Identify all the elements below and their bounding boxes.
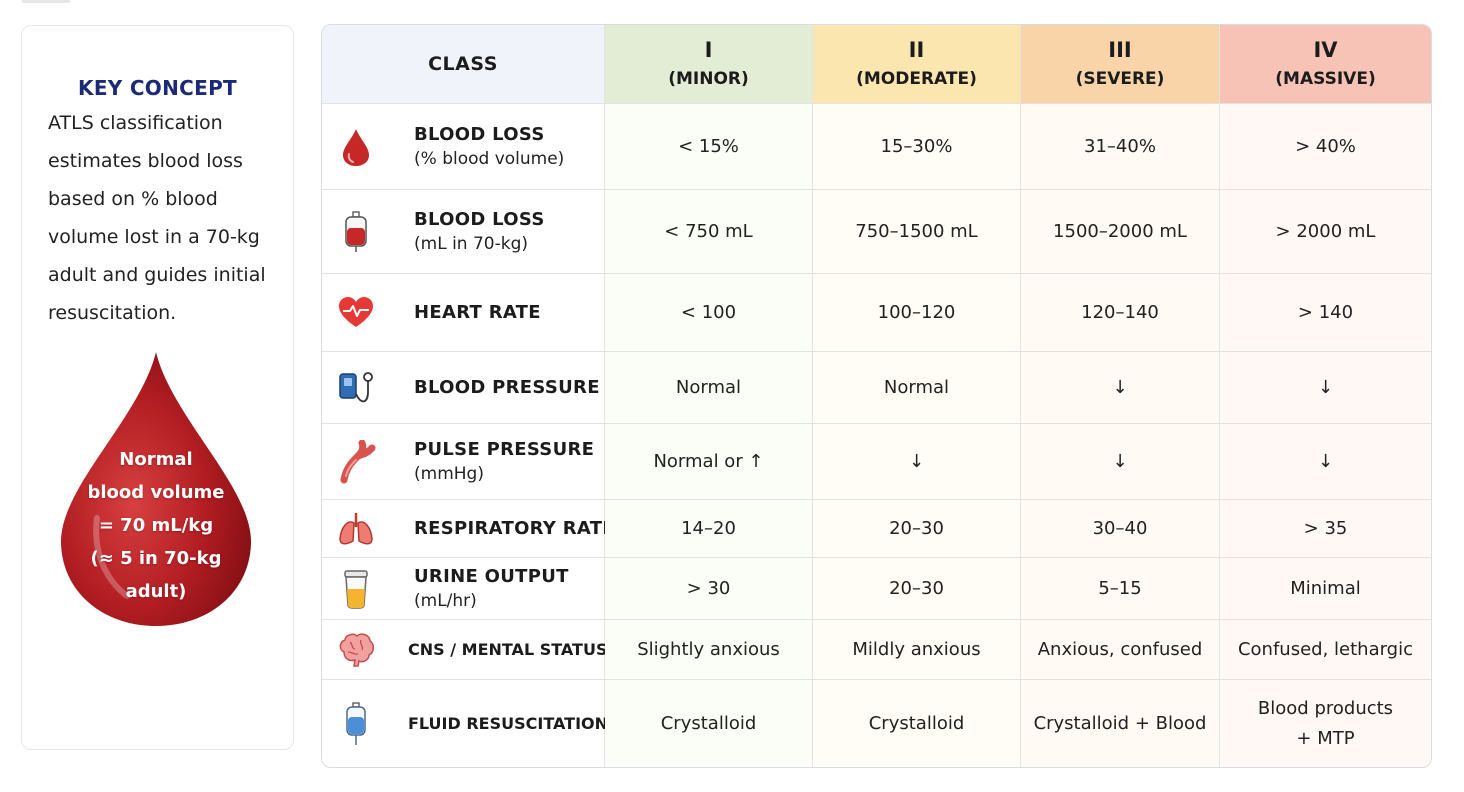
normal-blood-volume-drop: Normal blood volume = 70 mL/kg (≈ 5 in 7…: [57, 348, 255, 628]
parameter-label: FLUID RESUSCITATION: [408, 713, 609, 733]
value-class-i: < 100: [605, 274, 813, 351]
header-class-iv: IV (MASSIVE): [1220, 25, 1431, 103]
class-numeral: III: [1108, 38, 1132, 62]
value-class-i: 14–20: [605, 500, 813, 557]
header-class-label: CLASS: [322, 25, 605, 103]
artery-icon: [336, 439, 376, 484]
value-class-ii: Mildly anxious: [813, 620, 1021, 679]
value-class-iii: 30–40: [1021, 500, 1220, 557]
value-class-iv: ↓: [1220, 352, 1431, 423]
table-row: BLOOD LOSS (mL in 70-kg) < 750 mL 750–15…: [322, 190, 1431, 274]
parameter-sublabel: (% blood volume): [414, 148, 565, 169]
atls-classification-table: CLASS I (MINOR) II (MODERATE) III (SEVERE) …: [321, 24, 1432, 768]
parameter-sublabel: (mL in 70-kg): [414, 233, 529, 254]
header-class-ii: II (MODERATE): [813, 25, 1021, 103]
value-class-iv: Minimal: [1220, 558, 1431, 619]
value-class-iv: > 2000 mL: [1220, 190, 1431, 273]
drop-line: Normal: [119, 449, 193, 470]
value-class-iii: Crystalloid + Blood: [1021, 680, 1220, 767]
large-blood-drop-icon: [60, 352, 252, 626]
value-class-iv: ↓: [1220, 424, 1431, 499]
parameter-label: BLOOD PRESSURE: [414, 376, 600, 398]
blood-pressure-cuff-icon: [336, 366, 376, 410]
value-class-iii: ↓: [1021, 424, 1220, 499]
value-class-i: < 15%: [605, 104, 813, 189]
table-row: FLUID RESUSCITATION Crystalloid Crystall…: [322, 680, 1431, 767]
class-numeral: I: [704, 38, 713, 62]
table-row: PULSE PRESSURE (mmHg) Normal or ↑ ↓ ↓ ↓: [322, 424, 1431, 500]
class-numeral: IV: [1313, 38, 1338, 62]
parameter-label: RESPIRATORY RATE: [414, 517, 615, 539]
value-class-i: > 30: [605, 558, 813, 619]
header-class-i: I (MINOR): [605, 25, 813, 103]
value-class-i: Crystalloid: [605, 680, 813, 767]
drop-line: (≈ 5 in 70-kg: [90, 548, 222, 569]
value-class-iii: ↓: [1021, 352, 1220, 423]
value-class-iii: Anxious, confused: [1021, 620, 1220, 679]
drop-line: adult): [125, 581, 187, 602]
brain-icon: [336, 628, 376, 672]
value-class-i: Normal: [605, 352, 813, 423]
value-class-ii: 20–30: [813, 558, 1021, 619]
value-line: + MTP: [1296, 727, 1355, 749]
parameter-label: PULSE PRESSURE: [414, 438, 595, 460]
parameter-sublabel: (mmHg): [414, 463, 484, 484]
key-concept-title: KEY CONCEPT: [78, 76, 237, 100]
parameter-sublabel: (mL/hr): [414, 590, 477, 611]
class-severity: (SEVERE): [1075, 69, 1165, 89]
top-edge-mark: [22, 0, 70, 3]
urine-cup-icon: [336, 567, 376, 611]
value-class-iv: > 35: [1220, 500, 1431, 557]
drop-text: Normal blood volume = 70 mL/kg (≈ 5 in 7…: [57, 443, 255, 608]
table-row: URINE OUTPUT (mL/hr) > 30 20–30 5–15 Min…: [322, 558, 1431, 620]
value-class-i: Slightly anxious: [605, 620, 813, 679]
table-row: CNS / MENTAL STATUS Slightly anxious Mil…: [322, 620, 1431, 680]
value-class-ii: Normal: [813, 352, 1021, 423]
value-class-iii: 31–40%: [1021, 104, 1220, 189]
table-row: BLOOD PRESSURE Normal Normal ↓ ↓: [322, 352, 1431, 424]
class-severity: (MINOR): [668, 69, 749, 89]
value-class-iii: 1500–2000 mL: [1021, 190, 1220, 273]
value-class-iv: > 40%: [1220, 104, 1431, 189]
value-class-ii: 750–1500 mL: [813, 190, 1021, 273]
value-class-ii: 100–120: [813, 274, 1021, 351]
value-class-iii: 120–140: [1021, 274, 1220, 351]
drop-line: = 70 mL/kg: [98, 515, 214, 536]
parameter-label: BLOOD LOSS: [414, 123, 545, 145]
table-row: RESPIRATORY RATE 14–20 20–30 30–40 > 35: [322, 500, 1431, 558]
value-class-ii: 20–30: [813, 500, 1021, 557]
value-class-ii: Crystalloid: [813, 680, 1021, 767]
parameter-label: BLOOD LOSS: [414, 208, 545, 230]
heart-rate-icon: [336, 291, 376, 335]
key-concept-description: ATLS classification estimates blood loss…: [48, 112, 266, 324]
blood-drop-icon: [336, 125, 376, 169]
class-severity: (MODERATE): [856, 69, 977, 89]
value-class-iii: 5–15: [1021, 558, 1220, 619]
class-severity: (MASSIVE): [1275, 69, 1376, 89]
header-class-iii: III (SEVERE): [1021, 25, 1220, 103]
value-class-iv: Blood products + MTP: [1220, 680, 1431, 767]
value-class-ii: ↓: [813, 424, 1021, 499]
value-class-i: Normal or ↑: [605, 424, 813, 499]
value-class-ii: 15–30%: [813, 104, 1021, 189]
key-concept-panel: KEY CONCEPT ATLS classification estimate…: [21, 25, 294, 750]
parameter-label: HEART RATE: [414, 301, 541, 323]
parameter-label: CNS / MENTAL STATUS: [408, 639, 608, 659]
value-class-i: < 750 mL: [605, 190, 813, 273]
table-row: BLOOD LOSS (% blood volume) < 15% 15–30%…: [322, 104, 1431, 190]
iv-bag-icon: [336, 701, 376, 746]
table-header-row: CLASS I (MINOR) II (MODERATE) III (SEVERE) …: [322, 25, 1431, 104]
value-line: Blood products: [1257, 697, 1394, 719]
drop-line: blood volume: [87, 482, 225, 503]
parameter-label: URINE OUTPUT: [414, 565, 569, 587]
value-class-iv: > 140: [1220, 274, 1431, 351]
table-row: HEART RATE < 100 100–120 120–140 > 140: [322, 274, 1431, 352]
lungs-icon: [336, 507, 376, 551]
class-numeral: II: [908, 38, 925, 62]
blood-bag-icon: [336, 210, 376, 254]
value-class-iv: Confused, lethargic: [1220, 620, 1431, 679]
